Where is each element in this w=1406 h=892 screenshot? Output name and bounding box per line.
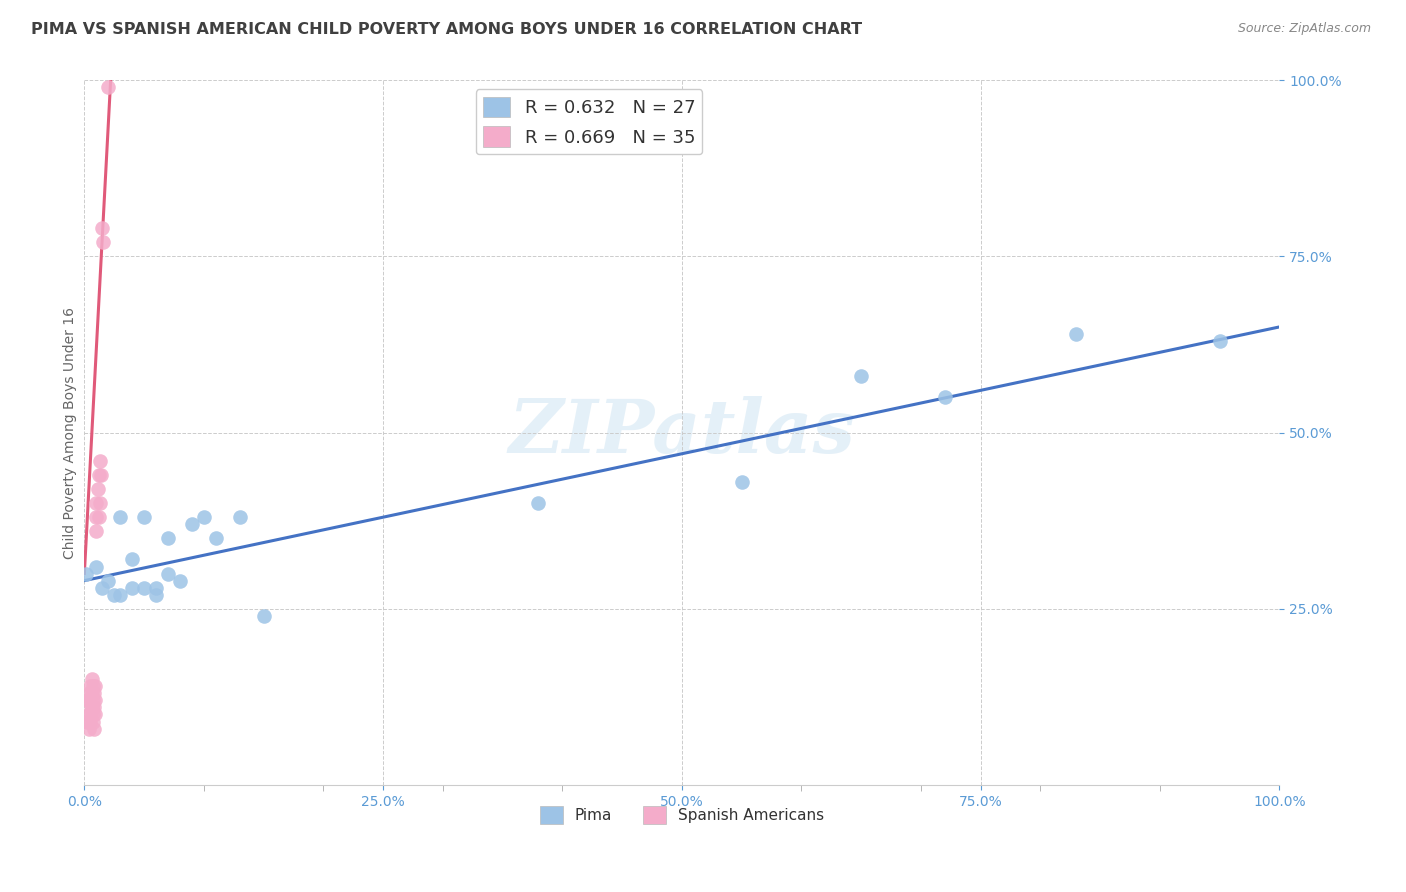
- Point: [86, 482, 108, 496]
- Point: [77, 722, 100, 736]
- Point: [181, 517, 204, 532]
- Text: PIMA VS SPANISH AMERICAN CHILD POVERTY AMONG BOYS UNDER 16 CORRELATION CHART: PIMA VS SPANISH AMERICAN CHILD POVERTY A…: [31, 22, 862, 37]
- Point: [110, 588, 132, 602]
- Point: [157, 566, 180, 581]
- Point: [1209, 334, 1232, 348]
- Point: [77, 686, 100, 700]
- Point: [157, 532, 180, 546]
- Point: [169, 574, 191, 588]
- Point: [84, 693, 107, 707]
- Point: [82, 707, 104, 722]
- Point: [253, 608, 276, 623]
- Text: ZIPatlas: ZIPatlas: [509, 396, 855, 469]
- Point: [91, 581, 114, 595]
- Point: [83, 700, 105, 714]
- Point: [76, 714, 98, 729]
- Point: [93, 235, 115, 250]
- Point: [527, 496, 550, 510]
- Point: [87, 467, 110, 482]
- Point: [83, 722, 105, 736]
- Point: [77, 707, 100, 722]
- Point: [89, 454, 111, 468]
- Point: [90, 467, 112, 482]
- Point: [97, 80, 120, 95]
- Point: [80, 673, 103, 687]
- Point: [86, 524, 108, 539]
- Point: [934, 391, 956, 405]
- Point: [79, 714, 101, 729]
- Text: Source: ZipAtlas.com: Source: ZipAtlas.com: [1237, 22, 1371, 36]
- Point: [79, 707, 101, 722]
- Point: [132, 581, 156, 595]
- Point: [193, 510, 215, 524]
- Point: [89, 496, 111, 510]
- Point: [91, 221, 114, 235]
- Point: [82, 693, 104, 707]
- Point: [86, 510, 108, 524]
- Point: [80, 686, 103, 700]
- Point: [80, 700, 103, 714]
- Point: [145, 588, 167, 602]
- Point: [86, 559, 108, 574]
- Legend: Pima, Spanish Americans: Pima, Spanish Americans: [534, 800, 830, 830]
- Point: [86, 496, 108, 510]
- Point: [132, 510, 156, 524]
- Point: [82, 714, 104, 729]
- Point: [75, 693, 97, 707]
- Point: [87, 510, 110, 524]
- Point: [84, 679, 107, 693]
- Y-axis label: Child Poverty Among Boys Under 16: Child Poverty Among Boys Under 16: [63, 307, 77, 558]
- Point: [80, 700, 103, 714]
- Point: [97, 574, 120, 588]
- Point: [121, 581, 143, 595]
- Point: [84, 707, 107, 722]
- Point: [851, 369, 873, 384]
- Point: [79, 679, 101, 693]
- Point: [731, 475, 754, 489]
- Point: [75, 566, 97, 581]
- Point: [83, 686, 105, 700]
- Point: [145, 581, 167, 595]
- Point: [103, 588, 125, 602]
- Point: [205, 532, 228, 546]
- Point: [1066, 326, 1088, 341]
- Point: [229, 510, 252, 524]
- Point: [110, 510, 132, 524]
- Point: [77, 693, 100, 707]
- Point: [82, 679, 104, 693]
- Point: [121, 552, 143, 566]
